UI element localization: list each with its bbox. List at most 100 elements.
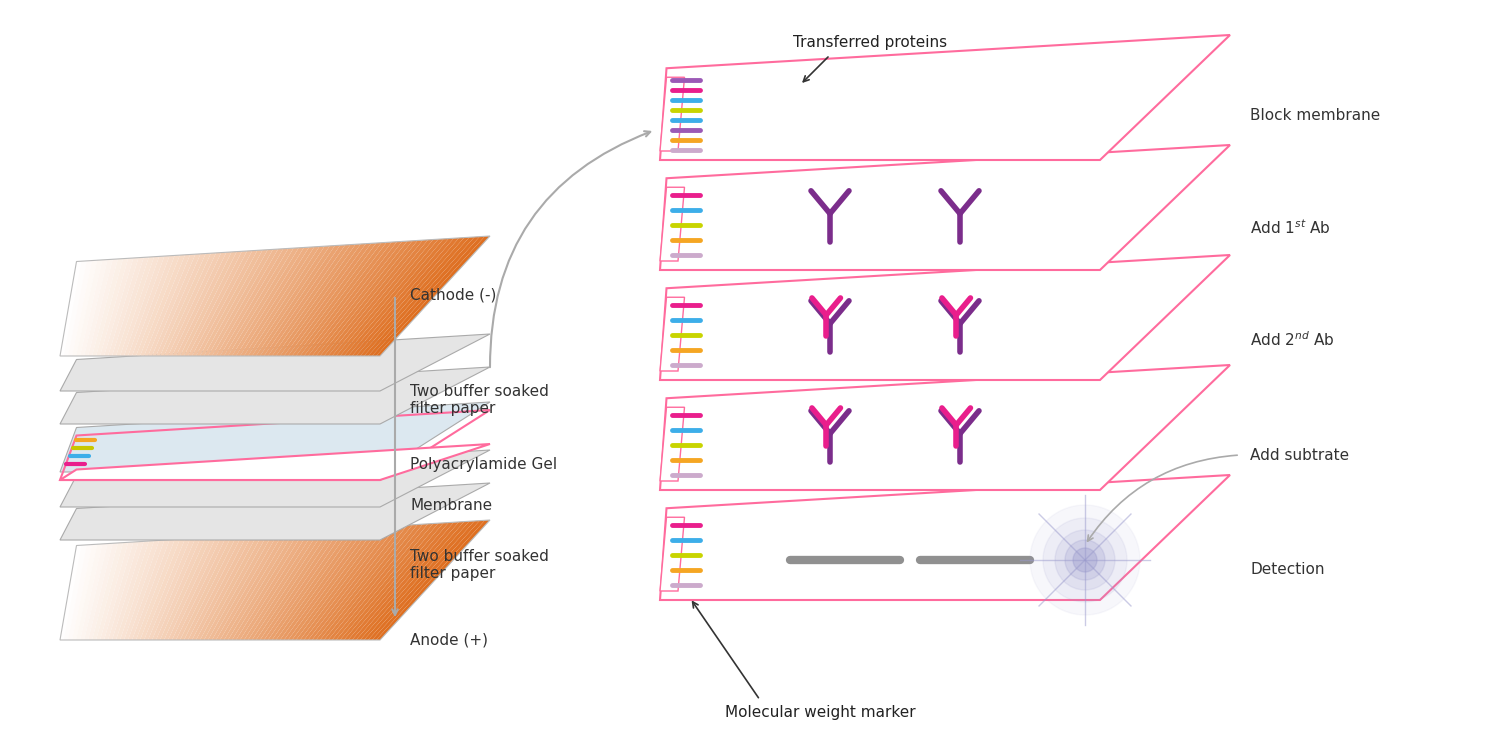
Polygon shape	[60, 483, 491, 540]
Polygon shape	[324, 240, 423, 356]
Polygon shape	[104, 258, 138, 356]
Polygon shape	[84, 259, 112, 356]
Polygon shape	[376, 236, 490, 356]
Polygon shape	[164, 537, 216, 640]
Polygon shape	[136, 255, 180, 356]
Polygon shape	[108, 542, 144, 640]
Polygon shape	[196, 534, 258, 640]
Text: Anode (+): Anode (+)	[410, 633, 488, 648]
Polygon shape	[248, 246, 324, 356]
Polygon shape	[304, 242, 398, 356]
Circle shape	[1030, 505, 1140, 615]
Polygon shape	[160, 253, 212, 356]
Polygon shape	[236, 247, 309, 356]
Polygon shape	[224, 248, 294, 356]
Circle shape	[1042, 518, 1126, 602]
Polygon shape	[144, 254, 190, 356]
Polygon shape	[316, 241, 413, 356]
Polygon shape	[76, 260, 102, 356]
Polygon shape	[88, 543, 118, 640]
Polygon shape	[176, 252, 231, 356]
Polygon shape	[209, 534, 273, 640]
Text: Add 2$^{nd}$ Ab: Add 2$^{nd}$ Ab	[1250, 330, 1335, 349]
Polygon shape	[372, 520, 484, 640]
Polygon shape	[156, 537, 206, 640]
Polygon shape	[204, 534, 267, 640]
Polygon shape	[660, 365, 1230, 490]
Polygon shape	[344, 522, 448, 640]
Polygon shape	[348, 238, 454, 356]
Polygon shape	[280, 528, 366, 640]
Text: Add subtrate: Add subtrate	[1250, 448, 1348, 462]
Polygon shape	[304, 525, 398, 640]
Polygon shape	[116, 256, 154, 356]
Polygon shape	[168, 536, 220, 640]
Polygon shape	[196, 250, 258, 356]
Text: Transferred proteins: Transferred proteins	[794, 35, 946, 50]
Polygon shape	[100, 542, 134, 640]
Polygon shape	[184, 251, 242, 356]
Polygon shape	[72, 260, 98, 356]
Polygon shape	[176, 536, 231, 640]
Polygon shape	[204, 250, 267, 356]
Circle shape	[1054, 530, 1114, 590]
Polygon shape	[320, 241, 417, 356]
Polygon shape	[324, 524, 423, 640]
Polygon shape	[216, 533, 284, 640]
Polygon shape	[92, 259, 123, 356]
Polygon shape	[60, 450, 491, 507]
Polygon shape	[156, 253, 206, 356]
Text: Polyacrylamide Gel: Polyacrylamide Gel	[410, 457, 556, 473]
Text: Molecular weight marker: Molecular weight marker	[724, 705, 915, 720]
Polygon shape	[184, 535, 242, 640]
Polygon shape	[288, 527, 376, 640]
Polygon shape	[76, 544, 102, 640]
Polygon shape	[244, 247, 320, 356]
Polygon shape	[368, 236, 480, 356]
Polygon shape	[252, 530, 330, 640]
Polygon shape	[272, 528, 356, 640]
Polygon shape	[228, 247, 298, 356]
Polygon shape	[336, 523, 438, 640]
Polygon shape	[60, 334, 491, 391]
Polygon shape	[60, 545, 81, 640]
Polygon shape	[252, 246, 330, 356]
Polygon shape	[232, 531, 304, 640]
Polygon shape	[120, 256, 159, 356]
Polygon shape	[320, 525, 417, 640]
Polygon shape	[144, 539, 190, 640]
Polygon shape	[64, 545, 87, 640]
Polygon shape	[72, 544, 98, 640]
Polygon shape	[220, 248, 288, 356]
Polygon shape	[209, 250, 273, 356]
Polygon shape	[356, 238, 464, 356]
Polygon shape	[328, 240, 427, 356]
Polygon shape	[332, 523, 434, 640]
Polygon shape	[200, 534, 262, 640]
Polygon shape	[128, 539, 170, 640]
Polygon shape	[100, 258, 134, 356]
Polygon shape	[216, 249, 284, 356]
Polygon shape	[132, 256, 174, 356]
Polygon shape	[164, 253, 216, 356]
Polygon shape	[264, 245, 345, 356]
Polygon shape	[312, 525, 408, 640]
Polygon shape	[124, 256, 165, 356]
Polygon shape	[268, 245, 351, 356]
Polygon shape	[104, 542, 138, 640]
Polygon shape	[116, 541, 154, 640]
Polygon shape	[272, 245, 356, 356]
Polygon shape	[192, 535, 252, 640]
Polygon shape	[308, 242, 402, 356]
Polygon shape	[276, 528, 362, 640]
Polygon shape	[292, 527, 381, 640]
Polygon shape	[120, 540, 159, 640]
Polygon shape	[276, 244, 362, 356]
Polygon shape	[228, 532, 298, 640]
Polygon shape	[256, 245, 334, 356]
Polygon shape	[84, 543, 112, 640]
Polygon shape	[660, 517, 684, 591]
Polygon shape	[352, 522, 459, 640]
Polygon shape	[372, 236, 484, 356]
Polygon shape	[128, 256, 170, 356]
